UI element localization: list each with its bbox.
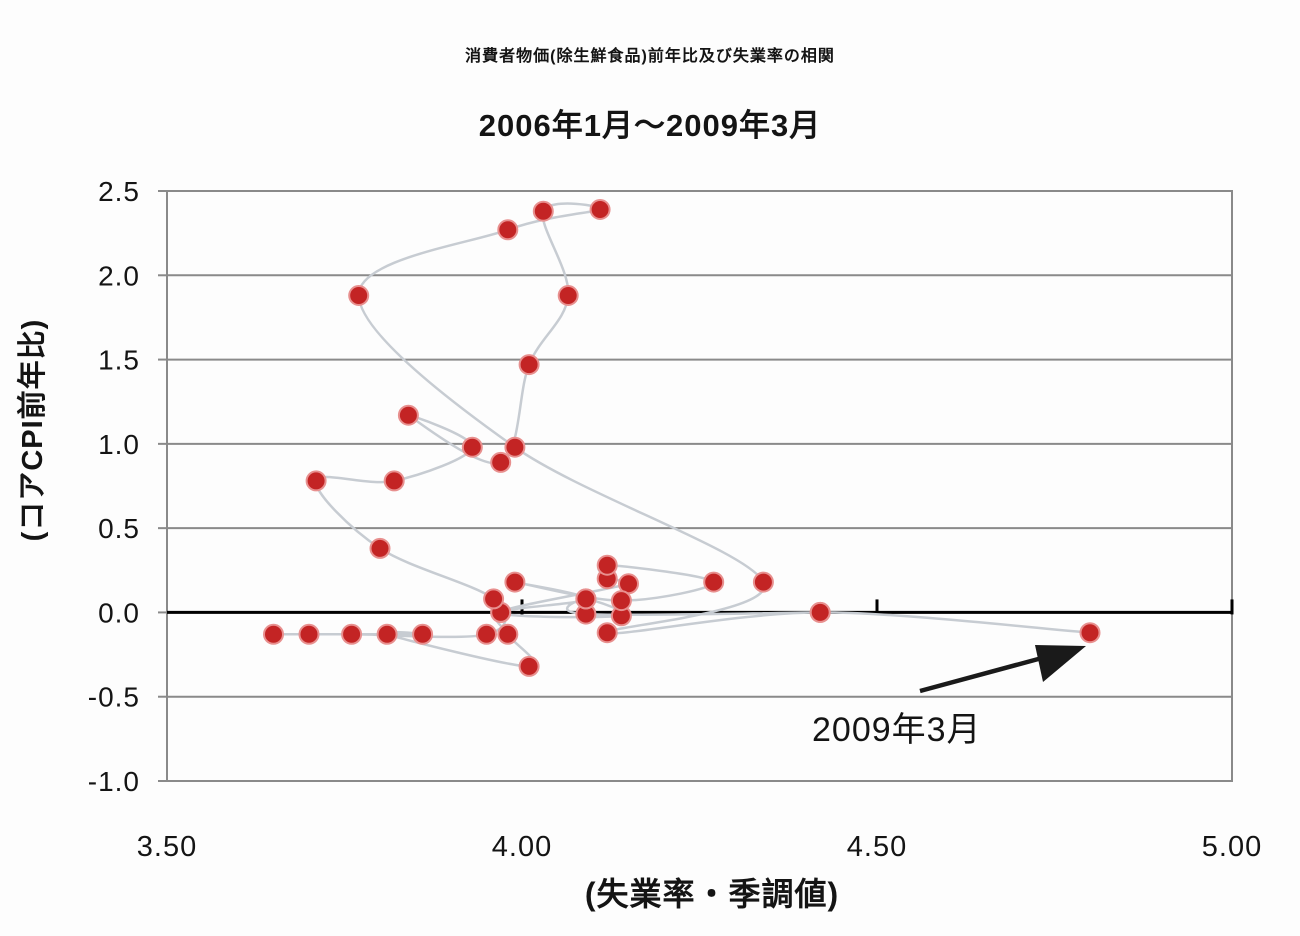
data-point [376,623,398,645]
data-point [504,436,526,458]
data-point [596,622,618,644]
annotation-arrowhead-icon [1035,645,1086,682]
data-point [497,623,519,645]
annotation-arrow [919,655,1043,694]
y-tick-label: 2.5 [98,176,140,207]
data-point [809,601,831,623]
annotation-group: 2009年3月 [812,645,1086,749]
data-point [557,285,579,306]
data-point [412,623,434,645]
y-tick-label: 1.5 [98,345,140,376]
x-tick-label: 4.50 [847,831,907,863]
data-point [703,571,725,593]
data-point [298,623,320,645]
data-point [518,354,540,376]
data-point [383,470,405,492]
x-axis-title: (失業率・季調値) [585,876,839,912]
data-point [305,470,327,492]
data-point [589,199,611,220]
plot-area-border [166,190,1233,782]
y-tick-label: -1.0 [88,766,140,797]
axes-layer [158,190,1234,782]
y-tick-label: 2.0 [98,260,140,291]
data-point [348,285,370,306]
x-tick-label: 4.00 [492,831,552,863]
y-tick-label: 0.5 [98,513,140,544]
data-point [263,623,284,645]
page-title: 消費者物価(除生鮮食品)前年比及び失業率の相関 [465,48,835,65]
gridlines-layer [166,190,1233,782]
y-tick-label: 1.0 [98,429,140,460]
data-point [461,436,483,458]
data-point [476,623,497,645]
data-point [518,655,540,677]
x-tick-label: 5.00 [1202,831,1262,863]
annotation-label: 2009年3月 [812,711,982,749]
data-point [504,571,526,593]
y-axis-title: (コアCPI前年比) [15,319,49,542]
data-point [596,554,618,576]
data-point [497,219,519,241]
data-point [483,588,505,610]
x-tick-label: 3.50 [137,831,197,863]
data-point [575,588,597,610]
data-series-layer [263,199,1101,677]
page-subtitle: 2006年1月～2009年3月 [478,108,822,143]
data-point [1079,622,1101,644]
data-point [610,590,632,612]
y-tick-label: -0.5 [88,682,140,713]
y-tick-label: 0.0 [98,597,140,628]
data-point [490,451,512,473]
data-point [369,537,391,559]
data-point [752,571,774,593]
data-point [341,623,363,645]
axis-labels-layer: 2.5 2.0 1.5 1.0 0.5 0.0 -0.5 -1.0 3.50 4.00 4.50 5.… [88,176,1262,863]
data-point [397,404,419,426]
data-series-path [270,202,1092,668]
data-point [532,200,554,222]
